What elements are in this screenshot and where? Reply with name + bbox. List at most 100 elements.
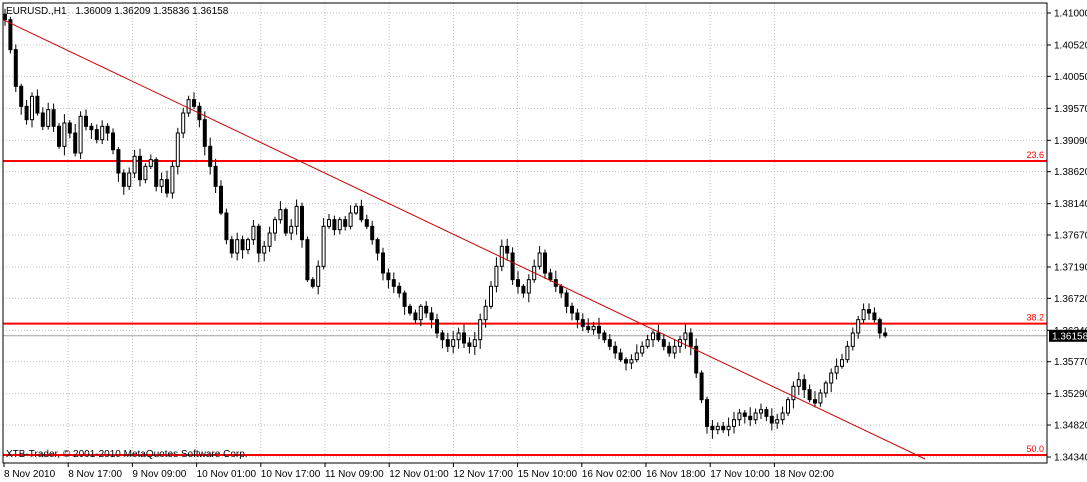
- candle: [807, 384, 812, 403]
- candle: [802, 374, 807, 399]
- candle-body: [478, 319, 483, 341]
- candle-body: [386, 272, 391, 281]
- candle-body: [780, 412, 785, 421]
- candle-body: [100, 125, 105, 141]
- candle-body: [111, 132, 115, 151]
- candle-body: [67, 122, 72, 134]
- candle-body: [435, 319, 439, 334]
- candle: [300, 202, 304, 248]
- candle-body: [489, 285, 493, 307]
- candle-body: [445, 339, 450, 347]
- current-price-label: 1.36158: [1052, 331, 1087, 342]
- candle-body: [116, 149, 121, 174]
- candle-body: [310, 279, 315, 287]
- candle-body: [829, 372, 834, 384]
- time-tick-label: 10 Nov 01:00: [197, 469, 257, 480]
- candle-body: [51, 109, 56, 127]
- candle: [354, 203, 358, 216]
- candle: [402, 290, 407, 315]
- candle: [883, 327, 888, 338]
- candle: [224, 208, 229, 245]
- candle: [688, 328, 693, 356]
- candle: [78, 111, 83, 160]
- candle: [73, 123, 78, 157]
- candle: [35, 89, 40, 116]
- candle: [46, 102, 51, 130]
- candle-body: [775, 419, 780, 424]
- candle-body: [170, 165, 175, 194]
- price-tick-label: 1.39570: [1054, 104, 1087, 115]
- candle: [418, 304, 423, 327]
- candle: [327, 214, 331, 229]
- candle-body: [494, 265, 499, 287]
- candle-body: [742, 412, 747, 417]
- candle: [553, 270, 558, 293]
- candle-body: [467, 342, 472, 347]
- candle: [759, 403, 763, 420]
- candle: [186, 95, 191, 117]
- candle: [786, 397, 790, 417]
- candle: [494, 257, 499, 293]
- candle-body: [813, 399, 817, 404]
- candle: [467, 337, 472, 354]
- candle-body: [175, 132, 180, 167]
- candle: [661, 333, 666, 351]
- candle-body: [705, 399, 709, 427]
- candle-body: [656, 332, 661, 341]
- candle: [694, 338, 699, 379]
- candle: [267, 226, 272, 252]
- candle-body: [753, 412, 758, 421]
- candle: [13, 44, 18, 93]
- candle: [543, 249, 547, 279]
- candle: [381, 247, 385, 281]
- candle: [537, 246, 542, 270]
- candle: [575, 308, 580, 329]
- candle: [294, 199, 299, 235]
- candle: [867, 303, 871, 320]
- candle-body: [278, 209, 283, 221]
- candle: [532, 259, 537, 283]
- price-tick-label: 1.34340: [1054, 453, 1087, 464]
- candle-body: [564, 292, 569, 307]
- candle-body: [672, 345, 677, 354]
- candle-body: [424, 305, 429, 314]
- candle-body: [370, 225, 375, 241]
- candle: [510, 247, 515, 285]
- price-tick-label: 1.38140: [1054, 199, 1087, 210]
- candle-body: [861, 309, 866, 321]
- candle: [705, 396, 709, 434]
- price-axis: 1.41000 1.40520 1.40050 1.39570 1.39090 1.386…: [1047, 9, 1087, 464]
- candle: [89, 123, 94, 139]
- candle: [651, 330, 655, 348]
- fibonacci-levels: 23.6 38.2 50.0: [3, 150, 1047, 456]
- candle: [213, 158, 218, 194]
- candle-body: [505, 245, 510, 254]
- candle-body: [57, 125, 61, 147]
- candle: [445, 332, 450, 352]
- candle: [273, 216, 277, 241]
- candle: [397, 282, 402, 298]
- candle: [197, 102, 202, 128]
- candle-body: [300, 205, 304, 241]
- candle-body: [413, 312, 418, 321]
- candle-body: [348, 212, 353, 227]
- candle: [602, 330, 607, 343]
- candle: [591, 321, 596, 335]
- candle-body: [429, 312, 434, 321]
- candle-body: [802, 379, 807, 391]
- candle: [40, 107, 45, 131]
- price-tick-label: 1.36720: [1054, 294, 1087, 305]
- candle-body: [343, 219, 348, 227]
- candle: [737, 408, 742, 426]
- candle: [618, 348, 623, 362]
- candle-body: [721, 425, 726, 431]
- candle: [181, 107, 186, 139]
- price-tick-label: 1.37670: [1054, 231, 1087, 242]
- fib-level-label: 38.2: [1026, 313, 1044, 323]
- candle-body: [613, 345, 618, 354]
- candle: [337, 217, 342, 235]
- candle: [116, 147, 121, 182]
- candle: [67, 120, 72, 139]
- candle-body: [764, 409, 769, 417]
